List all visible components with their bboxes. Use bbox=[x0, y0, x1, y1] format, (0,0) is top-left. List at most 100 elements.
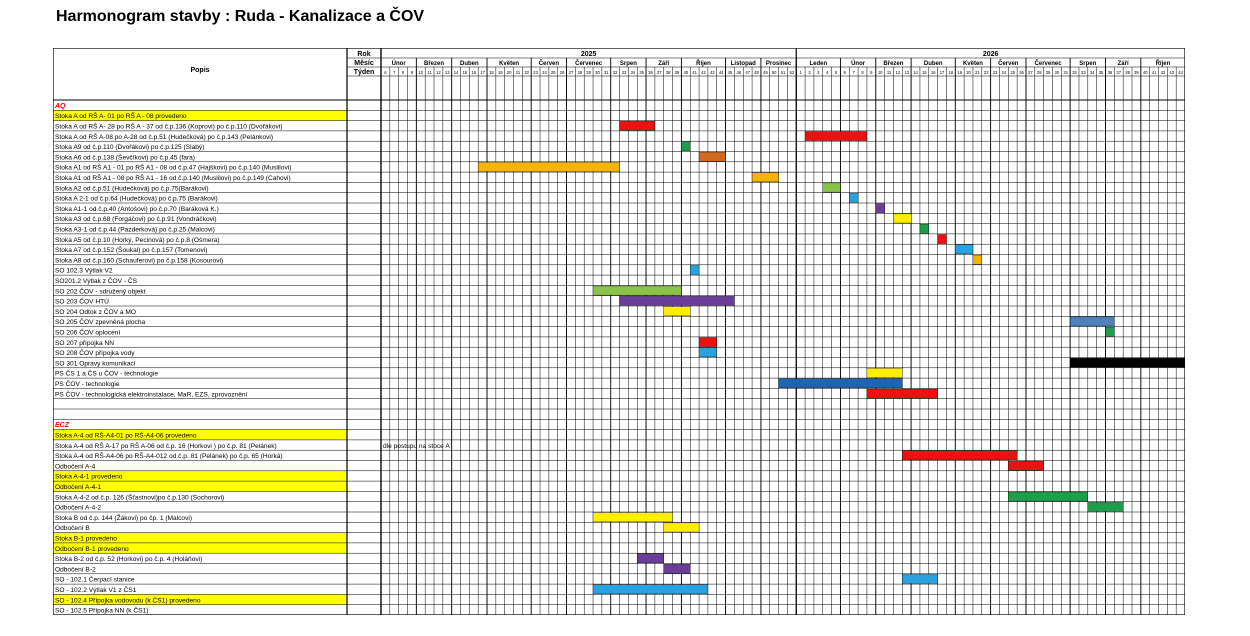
row-label: SO 207 přípojka NN bbox=[55, 340, 114, 347]
week-label: 5 bbox=[835, 70, 838, 75]
week-label: 15 bbox=[463, 70, 468, 75]
popis-header: Popis bbox=[190, 67, 209, 74]
row-label: Stoka A5 od č.p.10 (Horký, Pecinová) po … bbox=[55, 237, 220, 244]
row-label: Stoka A2 od č.p.51 (Hudečková) po č.p.75… bbox=[55, 185, 209, 192]
week-label: 29 bbox=[1046, 70, 1051, 75]
row-label: Stoka A-4-1 provedeno bbox=[55, 474, 123, 481]
month-label: Září bbox=[1118, 61, 1129, 67]
gantt-bar bbox=[592, 512, 673, 522]
week-label: 35 bbox=[1099, 70, 1104, 75]
month-label: Leden bbox=[810, 61, 828, 67]
week-label: 12 bbox=[896, 70, 901, 75]
week-label: 42 bbox=[701, 70, 706, 75]
week-label: 8 bbox=[861, 70, 864, 75]
gantt-bar bbox=[698, 347, 717, 358]
week-label: 24 bbox=[1002, 70, 1007, 75]
week-label: 7 bbox=[853, 70, 856, 75]
week-label: 31 bbox=[604, 70, 609, 75]
gantt-bar bbox=[698, 337, 717, 347]
gantt-bar bbox=[592, 584, 709, 594]
month-label: Červenec bbox=[1035, 60, 1063, 67]
gantt-bar bbox=[972, 254, 982, 265]
row-label: Odbočení B bbox=[55, 525, 90, 532]
gantt-bar bbox=[1069, 316, 1115, 327]
row-label: Odbočení A-4-1 bbox=[55, 484, 102, 491]
week-label: 38 bbox=[1125, 70, 1130, 75]
gantt-bar bbox=[875, 203, 885, 213]
week-label: 36 bbox=[1108, 70, 1113, 75]
week-label: 37 bbox=[1116, 70, 1121, 75]
gantt-bar bbox=[955, 244, 974, 255]
week-label: 40 bbox=[683, 70, 688, 75]
row-label: SO 204 Odtok z ČOV a MO bbox=[55, 307, 136, 316]
week-label: 26 bbox=[1019, 70, 1024, 75]
month-label: Listopad bbox=[731, 61, 756, 67]
gantt-bar bbox=[1008, 460, 1044, 471]
week-label: 45 bbox=[728, 70, 733, 75]
month-label: Duben bbox=[924, 61, 943, 67]
month-label: Srpen bbox=[1079, 61, 1096, 67]
week-label: 33 bbox=[622, 70, 627, 75]
week-label: 38 bbox=[666, 70, 671, 75]
row-label: Odbočení B-1 provedeno bbox=[55, 546, 129, 553]
gantt-bar bbox=[681, 141, 691, 152]
gantt-bar bbox=[619, 121, 656, 131]
week-label: 19 bbox=[498, 70, 503, 75]
week-label: 34 bbox=[1090, 70, 1095, 75]
week-label: 1 bbox=[799, 70, 802, 75]
row-label: Stoka A1-1 od č.p.40 (Antošovi) po č.p.7… bbox=[55, 206, 219, 213]
gantt-bar bbox=[822, 182, 841, 193]
week-label: 35 bbox=[639, 70, 644, 75]
week-label: 11 bbox=[427, 70, 432, 75]
week-label: 3 bbox=[817, 70, 820, 75]
gantt-bar bbox=[937, 234, 947, 244]
highlight-cell bbox=[53, 594, 347, 605]
row-label: SO201.2 Výtlak z ČOV - ČS bbox=[55, 276, 138, 285]
week-label: 49 bbox=[763, 70, 768, 75]
highlight-cell bbox=[53, 429, 347, 440]
week-label: 9 bbox=[411, 70, 414, 75]
week-label: 23 bbox=[993, 70, 998, 75]
week-label: 52 bbox=[789, 70, 794, 75]
row-label: Odbočení B-2 bbox=[55, 566, 96, 573]
row-label: SO 301 Opravy komunikací bbox=[55, 360, 136, 367]
row-note: dle postupu na stoce A bbox=[383, 443, 450, 450]
week-label: 17 bbox=[480, 70, 485, 75]
week-label: 27 bbox=[569, 70, 574, 75]
week-label: 17 bbox=[940, 70, 945, 75]
month-label: Srpen bbox=[620, 61, 637, 67]
gantt-bar bbox=[592, 285, 682, 296]
week-label: 14 bbox=[913, 70, 918, 75]
week-label: 18 bbox=[949, 70, 954, 75]
gantt-bar bbox=[893, 213, 912, 224]
mesic-header: Měsíc bbox=[354, 60, 374, 67]
week-label: 29 bbox=[586, 70, 591, 75]
week-label: 33 bbox=[1081, 70, 1086, 75]
week-label: 22 bbox=[524, 70, 529, 75]
week-label: 19 bbox=[957, 70, 962, 75]
page-title: Harmonogram stavby : Ruda - Kanalizace a… bbox=[56, 8, 425, 25]
week-label: 37 bbox=[657, 70, 662, 75]
row-label: SO - 102.2 Výtlak V1 z ČS1 bbox=[55, 585, 137, 594]
highlight-cell bbox=[53, 110, 347, 121]
row-label: Stoka B-1 provedeno bbox=[55, 536, 117, 543]
week-label: 13 bbox=[904, 70, 909, 75]
week-label: 28 bbox=[577, 70, 582, 75]
gantt-bar bbox=[1008, 491, 1088, 502]
week-label: 50 bbox=[772, 70, 777, 75]
year-2026: 2026 bbox=[983, 51, 999, 58]
week-label: 7 bbox=[393, 70, 396, 75]
row-label: Stoka A9 od č.p.110 (Dvořákovi) po č.p.1… bbox=[55, 144, 204, 151]
week-label: 30 bbox=[595, 70, 600, 75]
year-2025: 2025 bbox=[581, 51, 597, 58]
gantt-bar bbox=[698, 151, 726, 162]
week-label: 43 bbox=[710, 70, 715, 75]
week-label: 44 bbox=[719, 70, 724, 75]
highlight-cell bbox=[53, 481, 347, 492]
month-label: Únor bbox=[851, 60, 866, 67]
gantt-bar bbox=[1087, 502, 1124, 512]
row-label: Stoka B od č.p. 144 (Žákovi) po čp. 1 (M… bbox=[55, 513, 192, 522]
highlight-cell bbox=[53, 470, 347, 482]
week-label: 25 bbox=[1010, 70, 1015, 75]
